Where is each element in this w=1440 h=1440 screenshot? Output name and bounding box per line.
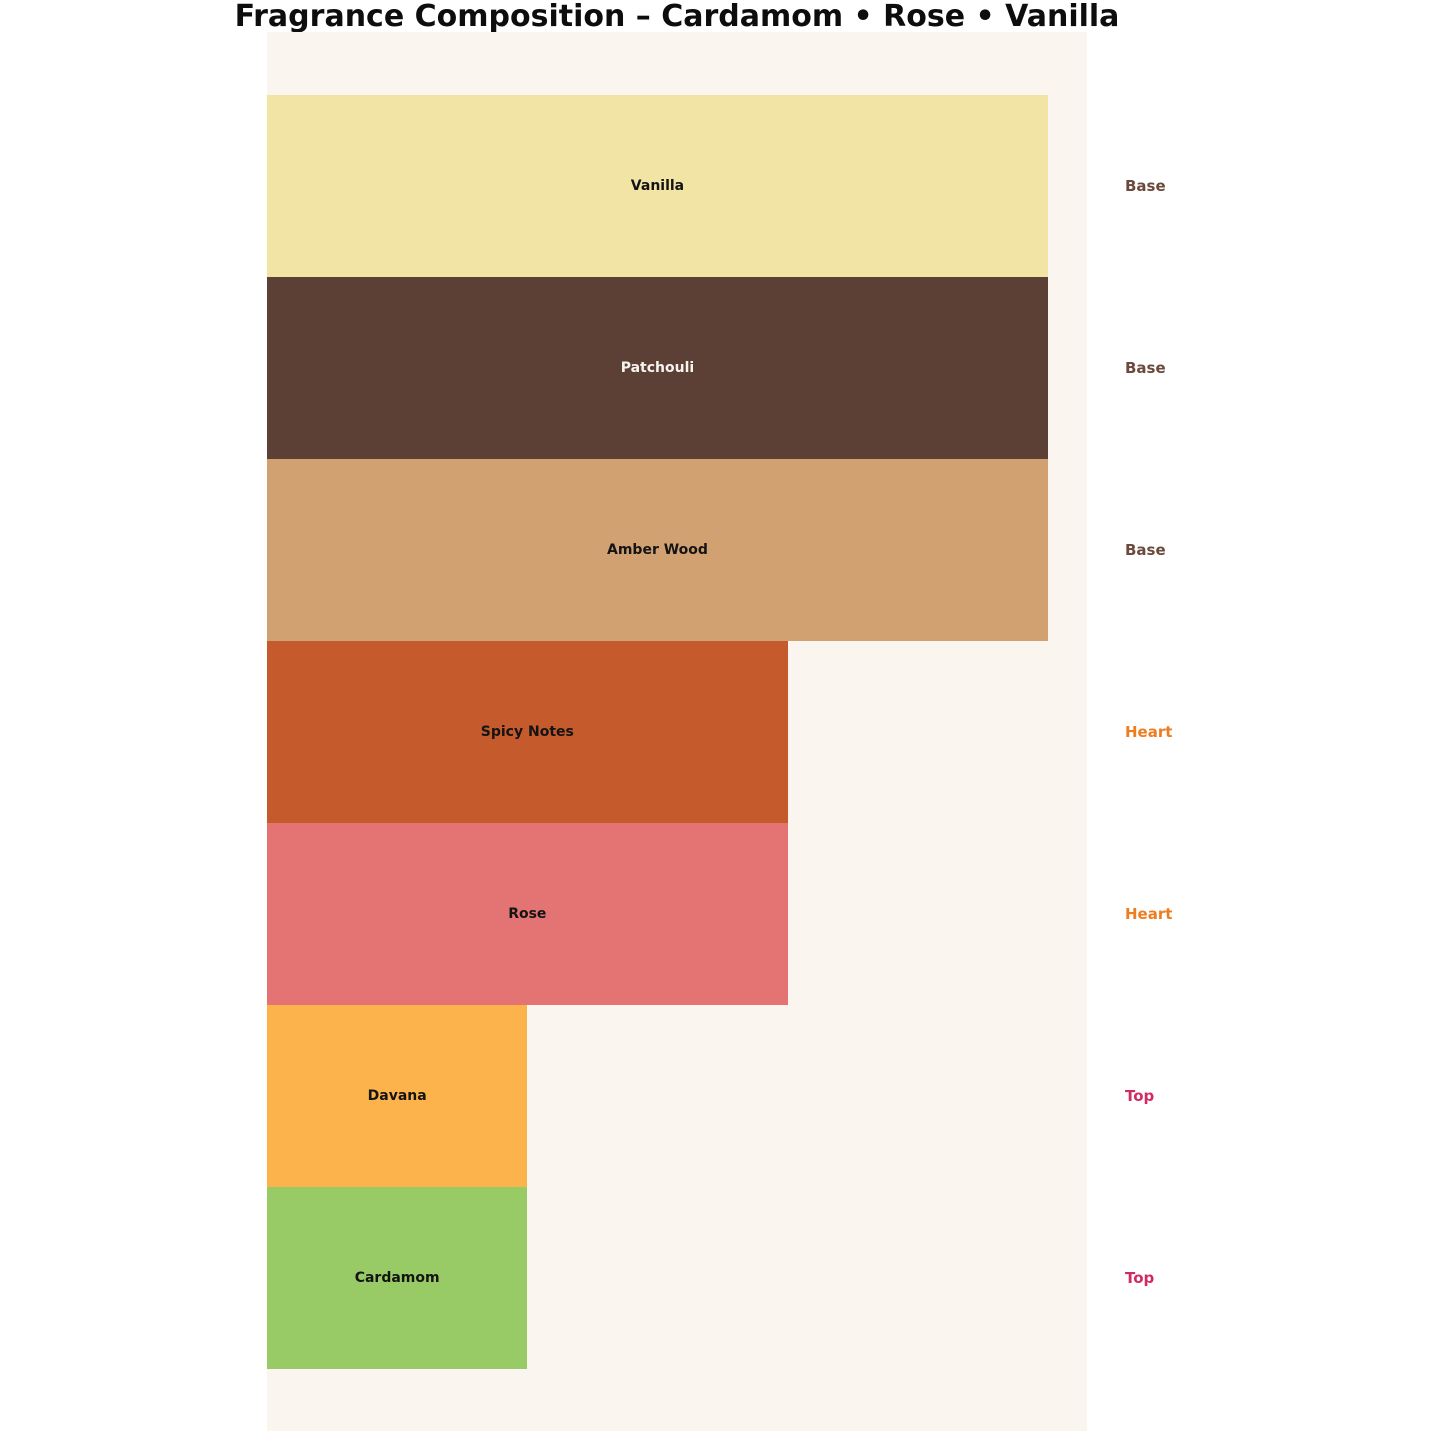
bar-label: Davana	[367, 1088, 427, 1104]
tier-label-top: Top	[1125, 1087, 1155, 1105]
tier-label-base: Base	[1125, 541, 1166, 559]
bar-amber-wood: Amber Wood	[267, 459, 1048, 641]
chart-title: Fragrance Composition – Cardamom • Rose …	[234, 0, 1120, 34]
plot-area: Vanilla Patchouli Amber Wood Spicy Notes Ros…	[267, 32, 1087, 1431]
bar-label: Vanilla	[630, 178, 685, 194]
bar-davana: Davana	[267, 1005, 528, 1187]
bar-label: Spicy Notes	[480, 724, 574, 740]
bar-vanilla: Vanilla	[267, 95, 1048, 277]
bar-label: Amber Wood	[607, 542, 708, 558]
tier-label-top: Top	[1125, 1269, 1155, 1287]
bar-label: Rose	[508, 906, 547, 922]
bar-patchouli: Patchouli	[267, 277, 1048, 459]
tier-label-heart: Heart	[1125, 723, 1173, 741]
bar-rose: Rose	[267, 823, 788, 1005]
tier-label-base: Base	[1125, 177, 1166, 195]
tier-label-heart: Heart	[1125, 905, 1173, 923]
bar-label: Patchouli	[620, 360, 695, 376]
bar-label: Cardamom	[354, 1270, 440, 1286]
tier-label-base: Base	[1125, 359, 1166, 377]
bar-cardamom: Cardamom	[267, 1187, 528, 1369]
bar-spicy-notes: Spicy Notes	[267, 641, 788, 823]
